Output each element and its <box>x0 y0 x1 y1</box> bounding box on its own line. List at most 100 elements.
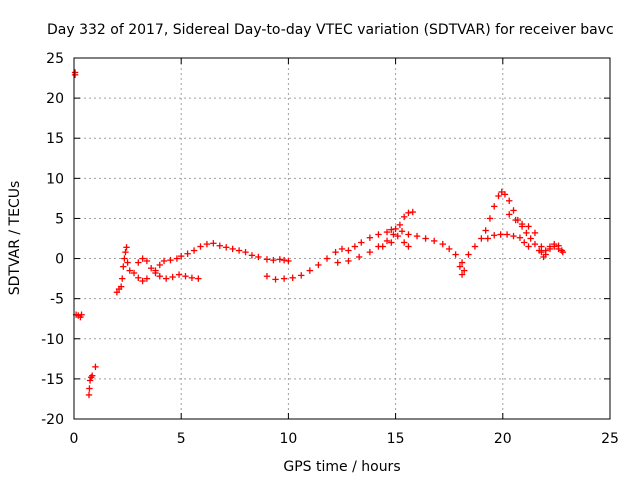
data-point <box>439 240 446 248</box>
data-point <box>366 248 374 256</box>
data-point <box>147 264 155 272</box>
data-point <box>123 244 130 251</box>
data-point <box>375 231 382 238</box>
data-point <box>465 251 472 258</box>
axis-ticks: 0 5 10 15 20 25 25 20 15 10 5 0 -5 -10 -15 -20 <box>41 51 619 447</box>
data-point <box>229 245 236 253</box>
data-point <box>422 235 429 242</box>
x-axis-label: GPS time / hours <box>283 459 400 475</box>
data-point <box>398 228 406 235</box>
data-point <box>405 231 412 238</box>
data-point <box>383 228 391 236</box>
data-point <box>538 243 545 250</box>
x-tick-label: 5 <box>177 431 186 447</box>
data-point <box>113 289 121 296</box>
data-point <box>135 274 142 282</box>
data-point <box>400 239 408 246</box>
data-point <box>390 231 397 238</box>
data-point <box>119 275 126 282</box>
data-point <box>86 377 94 384</box>
data-point <box>338 245 346 253</box>
data-point <box>242 248 249 256</box>
y-tick-label: 0 <box>55 252 64 268</box>
data-point <box>263 256 271 263</box>
data-point <box>491 232 498 239</box>
data-point <box>516 234 524 241</box>
data-point <box>334 259 341 266</box>
data-point <box>173 255 181 262</box>
data-point <box>223 244 230 251</box>
data-point <box>471 243 479 250</box>
x-tick-label: 20 <box>494 431 512 447</box>
data-point <box>503 231 511 238</box>
data-point <box>405 243 412 250</box>
data-point <box>86 385 93 392</box>
data-point <box>263 273 271 280</box>
data-point <box>400 213 408 221</box>
data-point <box>306 267 314 274</box>
data-point <box>531 240 539 248</box>
data-point <box>203 240 211 248</box>
data-point <box>497 231 504 238</box>
data-point <box>558 247 565 254</box>
data-point <box>355 253 363 261</box>
y-tick-label: -10 <box>41 332 64 348</box>
data-point <box>315 261 322 269</box>
data-point <box>188 274 196 282</box>
data-point <box>491 203 498 210</box>
data-point <box>280 275 288 282</box>
data-point <box>92 363 99 371</box>
data-point <box>298 272 305 279</box>
data-point <box>169 273 176 281</box>
data-point <box>117 283 125 290</box>
data-series <box>71 69 567 399</box>
data-point <box>323 255 331 262</box>
data-point <box>523 229 530 237</box>
data-point <box>276 256 284 263</box>
data-point <box>366 234 374 241</box>
data-point <box>156 273 163 280</box>
data-point <box>525 243 532 250</box>
y-axis-label: SDTVAR / TECUs <box>7 181 23 296</box>
data-point <box>210 240 217 247</box>
data-point <box>525 223 532 230</box>
data-point <box>430 237 438 245</box>
data-point <box>130 269 138 277</box>
data-point <box>182 273 189 280</box>
y-tick-label: 15 <box>46 131 64 147</box>
data-point <box>122 248 129 256</box>
data-point <box>197 243 204 250</box>
data-point <box>555 242 562 249</box>
data-point <box>289 274 296 282</box>
data-point <box>551 240 558 248</box>
y-tick-label: 20 <box>46 91 64 107</box>
data-point <box>280 256 288 264</box>
data-point <box>538 248 545 256</box>
data-point <box>396 221 404 229</box>
data-point <box>332 248 339 256</box>
x-tick-label: 0 <box>70 431 79 447</box>
plot-frame <box>73 57 611 420</box>
data-point <box>495 192 502 200</box>
data-point <box>190 247 198 254</box>
data-point <box>152 269 159 277</box>
data-point <box>458 271 466 278</box>
data-point <box>512 216 519 224</box>
data-point <box>272 276 279 283</box>
data-point <box>358 239 365 246</box>
data-point <box>285 257 292 265</box>
data-point <box>510 232 517 240</box>
data-point <box>121 255 128 262</box>
data-point <box>456 263 464 270</box>
data-point <box>506 211 513 218</box>
data-point <box>405 209 412 217</box>
y-tick-label: 10 <box>46 171 64 187</box>
data-point <box>345 247 352 254</box>
data-point <box>167 256 174 264</box>
data-point <box>139 277 146 285</box>
data-point <box>270 256 277 264</box>
data-point <box>120 263 127 270</box>
data-point <box>446 245 453 253</box>
data-point <box>531 229 539 237</box>
